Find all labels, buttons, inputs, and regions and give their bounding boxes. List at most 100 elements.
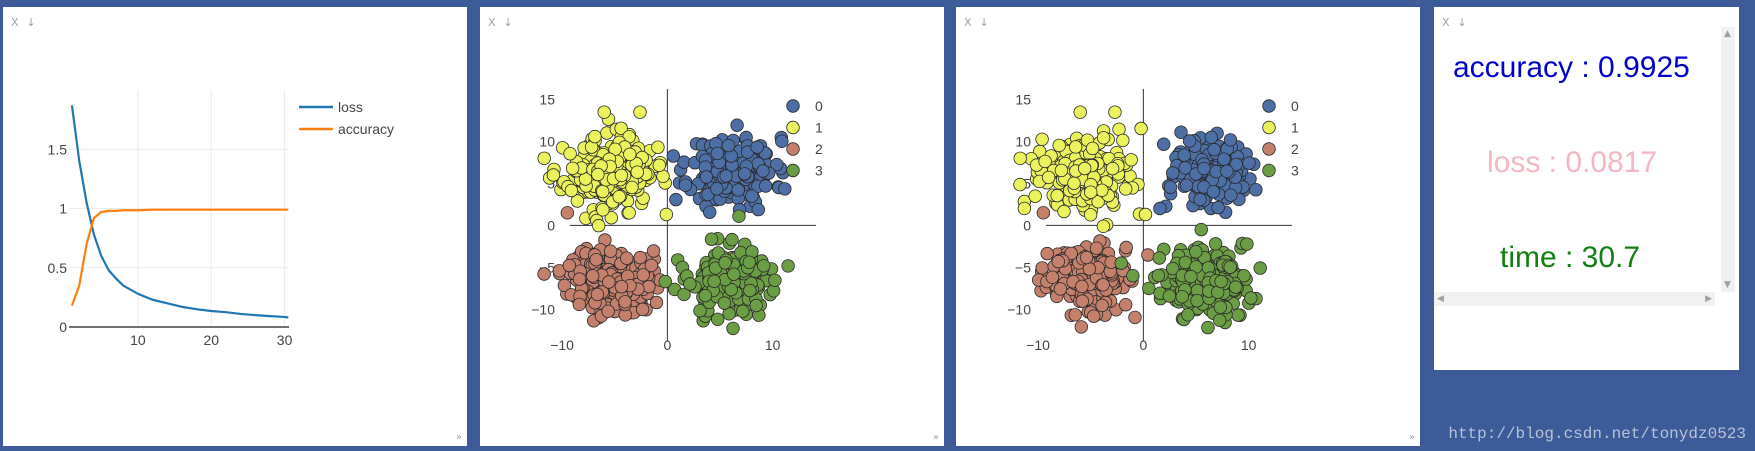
- scatter-point-1: [1085, 141, 1100, 156]
- legend-label-2: 2: [1291, 141, 1299, 157]
- scatter-point-2: [1053, 282, 1068, 296]
- pane-loss-accuracy: X ↓ 10 20 30 0 0.5 1 1.5 loss accuracy »: [3, 7, 467, 446]
- series-line-accuracy: [70, 208, 289, 307]
- scatter-point-1: [1095, 183, 1109, 198]
- y-tick-label: 1.5: [48, 141, 68, 157]
- download-icon[interactable]: ↓: [26, 16, 36, 29]
- close-icon[interactable]: X: [964, 16, 972, 29]
- scatter-point-0: [731, 183, 745, 197]
- scroll-down-icon[interactable]: ▼: [1724, 280, 1731, 290]
- scatter-point-3: [693, 304, 707, 318]
- scatter-point-2: [1119, 240, 1133, 255]
- vertical-scrollbar[interactable]: ▲ ▼: [1721, 27, 1735, 292]
- scatter-point-2: [572, 297, 587, 312]
- scatter-point-2: [1095, 298, 1109, 313]
- resize-handle[interactable]: »: [932, 432, 939, 443]
- download-icon[interactable]: ↓: [503, 16, 513, 29]
- scatter-point-2: [560, 206, 575, 220]
- scatter-point-3: [717, 296, 732, 310]
- scroll-right-icon[interactable]: ▶: [1705, 294, 1712, 304]
- legend-marker-3: [786, 163, 800, 178]
- scroll-up-icon[interactable]: ▲: [1724, 29, 1731, 39]
- x-tick-label: 0: [1139, 337, 1147, 353]
- scatter-point-1: [622, 206, 636, 220]
- scatter-point-0: [1206, 184, 1221, 199]
- scatter-point-3: [1194, 222, 1208, 237]
- y-tick-label: −5: [1015, 259, 1031, 275]
- scatter-point-2: [537, 267, 551, 281]
- close-icon[interactable]: X: [488, 16, 496, 29]
- scatter-point-2: [601, 304, 615, 319]
- scatter-point-2: [1075, 294, 1090, 308]
- scatter-point-1: [1116, 133, 1130, 148]
- scatter-point-1: [1050, 188, 1064, 203]
- scatter-point-1: [564, 183, 579, 198]
- scatter-point-1: [1105, 161, 1120, 176]
- line-chart: 10 20 30 0 0.5 1 1.5 loss accuracy: [48, 90, 394, 348]
- legend-marker-2: [786, 142, 800, 156]
- scatter-point-3: [736, 304, 750, 319]
- scatter-point-2: [649, 295, 664, 310]
- horizontal-scrollbar[interactable]: ◀ ▶: [1434, 292, 1715, 306]
- scatter-point-2: [1035, 261, 1049, 275]
- resize-handle[interactable]: »: [1408, 432, 1415, 443]
- scatter-point-0: [702, 205, 717, 219]
- legend-marker-0: [786, 99, 800, 113]
- scatter-point-1: [537, 151, 551, 165]
- scatter-point-3: [725, 232, 739, 247]
- scatter-point-0: [699, 170, 714, 184]
- scatter-point-0: [751, 202, 766, 217]
- scatter-point-3: [727, 267, 741, 281]
- scatter-point-3: [1189, 245, 1203, 259]
- scatter-point-0: [1179, 178, 1194, 193]
- scatter-point-2: [1051, 254, 1066, 269]
- scatter-chart: −10 0 10 15 10 5 0 −5 −10 0 1 2 3: [1007, 89, 1299, 353]
- scatter-point-0: [1153, 201, 1167, 216]
- scatter-point-2: [562, 258, 577, 273]
- pane-scatter-predicted: X ↓ −10 0 10 15 10 5 0 −5 −10 0 1 2 3 »: [956, 7, 1420, 446]
- legend-marker-0: [1262, 99, 1276, 113]
- scatter-point-1: [1134, 121, 1148, 136]
- scatter-point-0: [1204, 130, 1219, 145]
- loss-text: loss : 0.0817: [1487, 146, 1658, 179]
- scatter-point-0: [666, 149, 681, 163]
- scatter-point-1: [570, 194, 585, 208]
- scatter-point-0: [1217, 152, 1231, 166]
- scatter-point-1: [591, 218, 606, 233]
- close-icon[interactable]: X: [1442, 16, 1450, 29]
- download-icon[interactable]: ↓: [979, 16, 989, 29]
- scroll-left-icon[interactable]: ◀: [1437, 294, 1444, 304]
- y-tick-label: −10: [1007, 301, 1031, 317]
- scatter-point-3: [718, 256, 732, 270]
- y-tick-label: 10: [1015, 134, 1031, 150]
- scatter-point-0: [1207, 142, 1221, 157]
- scatter-point-2: [1118, 298, 1133, 312]
- scatter-point-0: [756, 164, 770, 178]
- scatter-point-1: [623, 147, 637, 162]
- scatter-point-1: [1112, 122, 1126, 137]
- legend-label-3: 3: [815, 163, 823, 179]
- y-tick-label: −10: [531, 301, 555, 317]
- legend-label-1: 1: [815, 120, 823, 136]
- scatter-point-2: [1074, 320, 1089, 334]
- watermark: http://blog.csdn.net/tonydz0523: [1448, 425, 1746, 443]
- scatter-point-1: [1067, 176, 1081, 190]
- scatter-point-2: [585, 269, 600, 283]
- scatter-point-3: [1181, 308, 1195, 322]
- download-icon[interactable]: ↓: [1457, 16, 1467, 29]
- scatter-point-3: [698, 288, 713, 303]
- y-tick-label: 0: [1023, 217, 1031, 233]
- scatter-point-3: [710, 312, 725, 327]
- y-tick-label: 10: [539, 134, 555, 150]
- resize-handle[interactable]: »: [455, 432, 462, 443]
- close-icon[interactable]: X: [11, 16, 19, 29]
- scatter-point-0: [678, 178, 693, 192]
- scatter-point-2: [1089, 241, 1104, 255]
- scatter-point-0: [1249, 182, 1263, 197]
- scatter-point-0: [1165, 166, 1180, 180]
- legend-label-3: 3: [1291, 163, 1299, 179]
- scatter-point-3: [724, 282, 738, 297]
- scatter-point-3: [1237, 269, 1251, 283]
- scatter-point-1: [1017, 201, 1032, 216]
- scatter-point-1: [595, 184, 610, 199]
